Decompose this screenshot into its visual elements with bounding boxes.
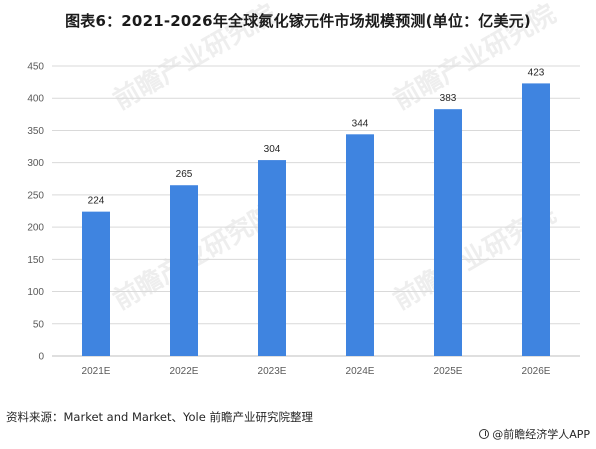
y-tick-label: 400: [27, 94, 44, 105]
data-label-2026E: 423: [528, 67, 545, 78]
y-tick-label: 200: [27, 223, 44, 234]
y-tick-label: 150: [27, 255, 44, 266]
y-tick-label: 300: [27, 158, 44, 169]
data-label-2024E: 344: [352, 118, 369, 129]
data-label-2021E: 224: [88, 196, 105, 207]
data-labels: 224 265 304 344 383 423: [88, 67, 545, 206]
data-label-2022E: 265: [176, 169, 193, 180]
brand-text: @前瞻经济学人APP: [492, 428, 590, 441]
y-axis: 0 50 100 150 200 250 300 350 400 450: [27, 62, 44, 363]
bar-2026E: [522, 83, 550, 357]
x-tick-label: 2021E: [82, 366, 111, 377]
y-tick-label: 450: [27, 62, 44, 73]
bar-2022E: [170, 185, 198, 356]
x-tick-label: 2024E: [346, 366, 375, 377]
bar-2024E: [346, 134, 374, 356]
chart-title: 图表6：2021-2026年全球氮化镓元件市场规模预测(单位：亿美元): [65, 12, 531, 30]
gridlines: [52, 65, 580, 357]
source-note: 资料来源：Market and Market、Yole 前瞻产业研究院整理: [6, 410, 313, 424]
brand-credit: @前瞻经济学人APP: [479, 426, 590, 442]
x-tick-label: 2025E: [434, 366, 463, 377]
brand-logo-icon: [479, 429, 490, 439]
data-label-2023E: 304: [264, 144, 281, 155]
y-tick-label: 250: [27, 190, 44, 201]
data-label-2025E: 383: [440, 93, 457, 104]
bar-2025E: [434, 109, 462, 356]
y-tick-label: 50: [33, 319, 45, 330]
x-tick-label: 2026E: [522, 366, 551, 377]
y-tick-label: 100: [27, 287, 44, 298]
bar-2023E: [258, 160, 286, 356]
bars: [82, 83, 550, 357]
x-tick-label: 2022E: [170, 366, 199, 377]
bar-2021E: [82, 211, 110, 356]
x-tick-label: 2023E: [258, 366, 287, 377]
y-tick-label: 350: [27, 126, 44, 137]
y-tick-label: 0: [38, 352, 44, 363]
x-axis: 2021E 2022E 2023E 2024E 2025E 2026E: [82, 366, 551, 377]
